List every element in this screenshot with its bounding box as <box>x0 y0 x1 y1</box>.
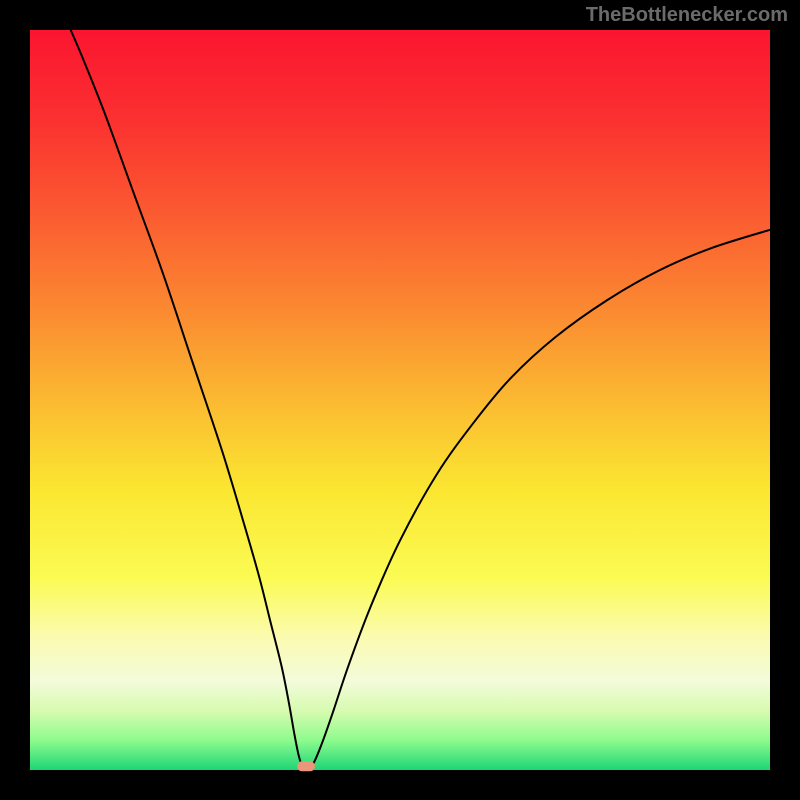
optimal-marker <box>297 761 315 771</box>
plot-background <box>30 30 770 770</box>
watermark-text: TheBottlenecker.com <box>586 4 788 27</box>
chart-svg <box>0 0 800 800</box>
bottleneck-chart: TheBottlenecker.com <box>0 0 800 800</box>
